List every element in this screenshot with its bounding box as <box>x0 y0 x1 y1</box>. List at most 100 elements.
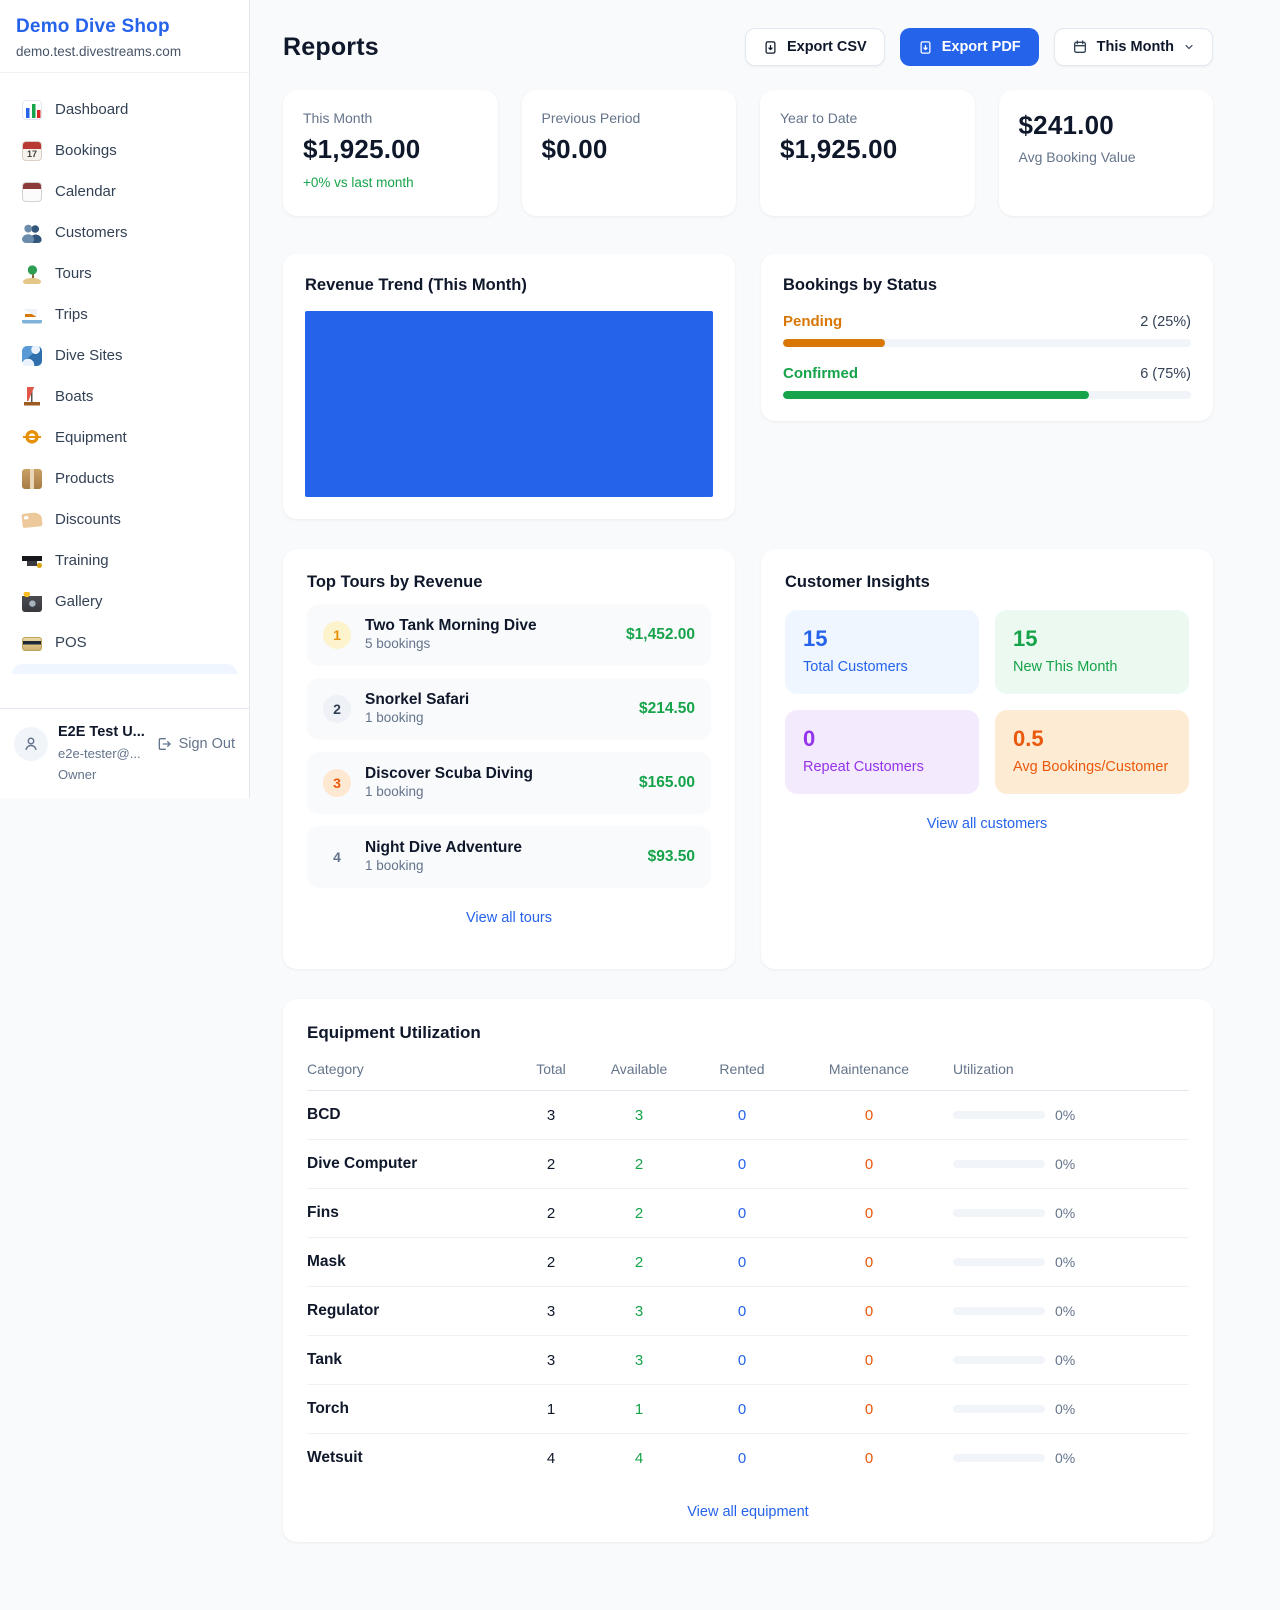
stat-card-previous-period: Previous Period $0.00 <box>521 90 736 216</box>
equipment-total: 1 <box>546 1400 556 1418</box>
stat-label: This Month <box>303 110 373 126</box>
equipment-category: BCD <box>307 1106 341 1123</box>
sidebar-item-tours[interactable]: Tours <box>12 253 237 294</box>
tour-name: Snorkel Safari <box>365 691 470 708</box>
equipment-category: Dive Computer <box>307 1155 418 1172</box>
chevron-down-icon <box>1185 44 1193 50</box>
insight-label: Avg Bookings/Customer <box>1013 759 1169 775</box>
equipment-utilization-cell: 0% <box>937 1450 1189 1466</box>
equipment-row: Mask 2 2 0 0 0% <box>307 1238 1189 1287</box>
sidebar-item-label: Dashboard <box>55 101 129 118</box>
sidebar-item-products[interactable]: Products <box>12 458 237 499</box>
period-label: This Month <box>1096 39 1174 55</box>
sidebar-item-equipment[interactable]: Equipment <box>12 417 237 458</box>
utilization-track <box>953 1405 1045 1413</box>
sidebar-item-bookings[interactable]: Bookings <box>12 130 237 171</box>
sidebar-item-dive-sites[interactable]: Dive Sites <box>12 335 237 376</box>
export-csv-button[interactable]: Export CSV <box>744 28 885 66</box>
sidebar-item-pos[interactable]: POS <box>12 622 237 663</box>
sidebar-item-dashboard[interactable]: Dashboard <box>12 89 237 130</box>
export-pdf-button[interactable]: Export PDF <box>899 28 1039 66</box>
equipment-category: Fins <box>307 1204 339 1221</box>
period-dropdown[interactable]: This Month <box>1053 28 1213 66</box>
sidebar-item-label: Gallery <box>55 593 103 610</box>
sign-out-label: Sign Out <box>178 736 235 753</box>
tour-row[interactable]: 4 Night Dive Adventure 1 booking $93.50 <box>307 826 711 888</box>
sidebar-item-customers[interactable]: Customers <box>12 212 237 253</box>
status-label: Pending <box>783 313 843 330</box>
equipment-rented: 0 <box>737 1253 747 1271</box>
sidebar-item-boats[interactable]: Boats <box>12 376 237 417</box>
insight-label: New This Month <box>1013 659 1118 675</box>
utilization-track <box>953 1209 1045 1217</box>
rank-badge: 3 <box>323 769 351 797</box>
sidebar-item-label: Discounts <box>55 511 121 528</box>
status-label: Confirmed <box>783 365 858 382</box>
utilization-percent: 0% <box>1055 1254 1076 1270</box>
export-pdf-label: Export PDF <box>941 39 1021 55</box>
progress-track <box>783 391 1191 399</box>
sidebar-nav: Dashboard Bookings Calendar Customers To… <box>0 73 249 708</box>
sidebar-item-reports-active-partial[interactable] <box>12 664 237 674</box>
sign-out-button[interactable]: Sign Out <box>156 736 235 752</box>
equipment-category: Tank <box>307 1351 343 1368</box>
col-maintenance: Maintenance <box>828 1061 910 1077</box>
sidebar-item-label: Calendar <box>55 183 116 200</box>
revenue-trend-title: Revenue Trend (This Month) <box>305 276 527 294</box>
insights-grid: 15 Total Customers 15 New This Month 0 R… <box>785 610 1189 794</box>
sidebar-item-calendar[interactable]: Calendar <box>12 171 237 212</box>
status-count: 6 (75%) <box>1140 366 1191 382</box>
tour-revenue: $165.00 <box>638 774 695 791</box>
progress-track <box>783 339 1191 347</box>
equipment-category: Torch <box>307 1400 349 1417</box>
col-utilization: Utilization <box>953 1061 1014 1077</box>
equipment-utilization-cell: 0% <box>937 1254 1189 1270</box>
stat-cards: This Month $1,925.00 +0% vs last month P… <box>283 90 1213 216</box>
sidebar-item-gallery[interactable]: Gallery <box>12 581 237 622</box>
equipment-maintenance: 0 <box>864 1302 874 1320</box>
tour-row[interactable]: 1 Two Tank Morning Dive 5 bookings $1,45… <box>307 604 711 666</box>
stat-value: $241.00 <box>1018 110 1114 140</box>
header-actions: Export CSV Export PDF This Month <box>744 28 1213 66</box>
status-row-confirmed: Confirmed 6 (75%) <box>783 365 1191 399</box>
tour-row[interactable]: 2 Snorkel Safari 1 booking $214.50 <box>307 678 711 740</box>
equipment-utilization-cell: 0% <box>937 1352 1189 1368</box>
view-all-tours-link[interactable]: View all tours <box>466 910 552 926</box>
stat-label: Previous Period <box>541 110 641 126</box>
sidebar-item-training[interactable]: Training <box>12 540 237 581</box>
stat-card-this-month: This Month $1,925.00 +0% vs last month <box>283 90 498 216</box>
view-all-equipment-link[interactable]: View all equipment <box>687 1504 809 1520</box>
calendar-icon <box>1073 40 1086 53</box>
tour-bookings: 1 booking <box>365 710 424 725</box>
tour-row[interactable]: 3 Discover Scuba Diving 1 booking $165.0… <box>307 752 711 814</box>
tours-icon <box>22 263 42 284</box>
sidebar-item-trips[interactable]: Trips <box>12 294 237 335</box>
col-total: Total <box>536 1061 566 1077</box>
rank-badge: 2 <box>323 695 351 723</box>
view-all-customers-link[interactable]: View all customers <box>926 816 1048 832</box>
equipment-category: Mask <box>307 1253 346 1270</box>
user-email: e2e-tester@... <box>58 745 141 761</box>
file-download-icon <box>920 40 931 54</box>
sidebar-item-label: Equipment <box>55 429 127 446</box>
customer-insights-title: Customer Insights <box>785 573 930 591</box>
sidebar-item-label: Boats <box>55 388 94 405</box>
equipment-maintenance: 0 <box>864 1351 874 1369</box>
export-csv-label: Export CSV <box>786 39 867 55</box>
sidebar-item-label: Training <box>55 552 109 569</box>
tour-revenue: $214.50 <box>638 700 695 717</box>
utilization-track <box>953 1258 1045 1266</box>
equipment-total: 2 <box>546 1204 556 1222</box>
user-name: E2E Test U... <box>58 724 145 741</box>
dive-sites-icon <box>22 345 42 366</box>
equipment-rented: 0 <box>737 1449 747 1467</box>
sidebar-item-discounts[interactable]: Discounts <box>12 499 237 540</box>
equipment-rented: 0 <box>737 1106 747 1124</box>
tour-name: Night Dive Adventure <box>365 839 523 856</box>
bookings-icon <box>22 140 42 161</box>
discounts-icon <box>21 511 43 528</box>
sidebar-item-label: Products <box>55 470 115 487</box>
utilization-track <box>953 1111 1045 1119</box>
utilization-percent: 0% <box>1055 1401 1076 1417</box>
training-icon <box>22 550 42 571</box>
